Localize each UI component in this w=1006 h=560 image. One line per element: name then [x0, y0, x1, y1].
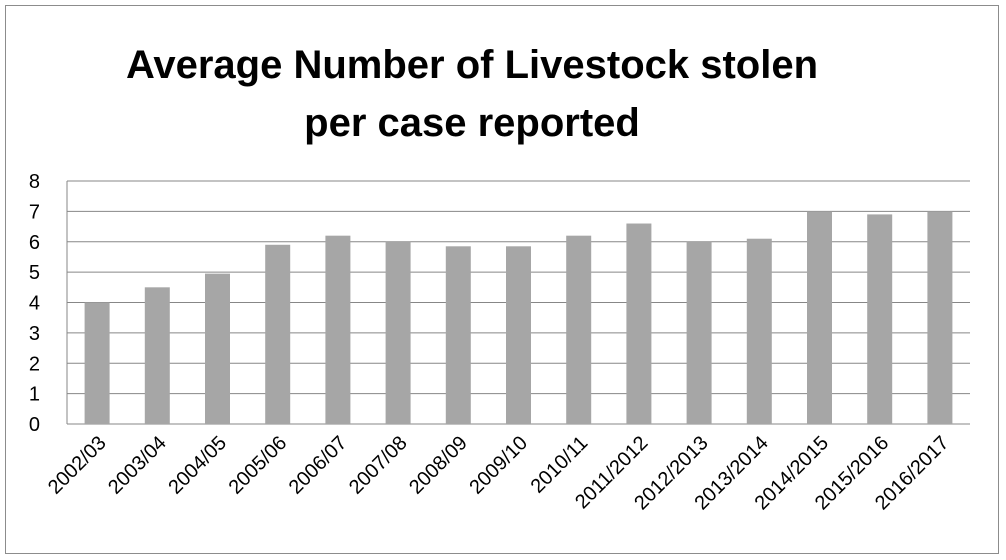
y-tick-label: 2: [29, 353, 40, 375]
x-tick-label: 2007/08: [345, 432, 412, 499]
y-tick-label: 3: [29, 323, 40, 345]
x-tick-label: 2002/03: [44, 432, 111, 499]
bars: [84, 211, 953, 424]
chart-frame: [5, 5, 999, 554]
y-tick-label: 1: [29, 384, 40, 406]
bar: [686, 241, 712, 424]
y-tick-label: 8: [29, 171, 40, 193]
y-tick-label: 6: [29, 232, 40, 254]
bar: [746, 238, 772, 424]
x-tick-label: 2003/04: [104, 432, 171, 499]
bar: [506, 246, 531, 424]
x-tick-label: 2009/10: [465, 432, 532, 499]
bar: [205, 273, 230, 424]
bar: [445, 246, 471, 424]
x-axis-ticks: 2002/032003/042004/052005/062006/072007/…: [44, 432, 953, 514]
y-tick-label: 7: [29, 201, 40, 223]
bar: [626, 223, 652, 424]
chart-title-line-1: Average Number of Livestock stolen: [125, 43, 819, 87]
bar: [807, 211, 832, 424]
bar: [385, 241, 411, 424]
bar: [84, 302, 110, 424]
bar: [927, 211, 953, 424]
y-tick-label: 0: [29, 414, 40, 436]
x-tick-label: 2004/05: [164, 432, 231, 499]
y-tick-label: 4: [29, 293, 40, 315]
bar: [144, 287, 170, 424]
chart-title: Average Number of Livestock stolen per c…: [0, 36, 944, 152]
bar: [566, 235, 592, 424]
bar: [325, 235, 351, 424]
chart-title-line-2: per case reported: [304, 101, 640, 145]
x-tick-label: 2006/07: [285, 432, 352, 499]
bar: [867, 214, 893, 424]
x-tick-label: 2008/09: [405, 432, 472, 499]
x-tick-label: 2005/06: [225, 432, 292, 499]
bar: [265, 244, 291, 424]
y-axis-ticks: 0 1 2 3 4 5 6 7 8: [29, 171, 40, 436]
y-tick-label: 5: [29, 262, 40, 284]
